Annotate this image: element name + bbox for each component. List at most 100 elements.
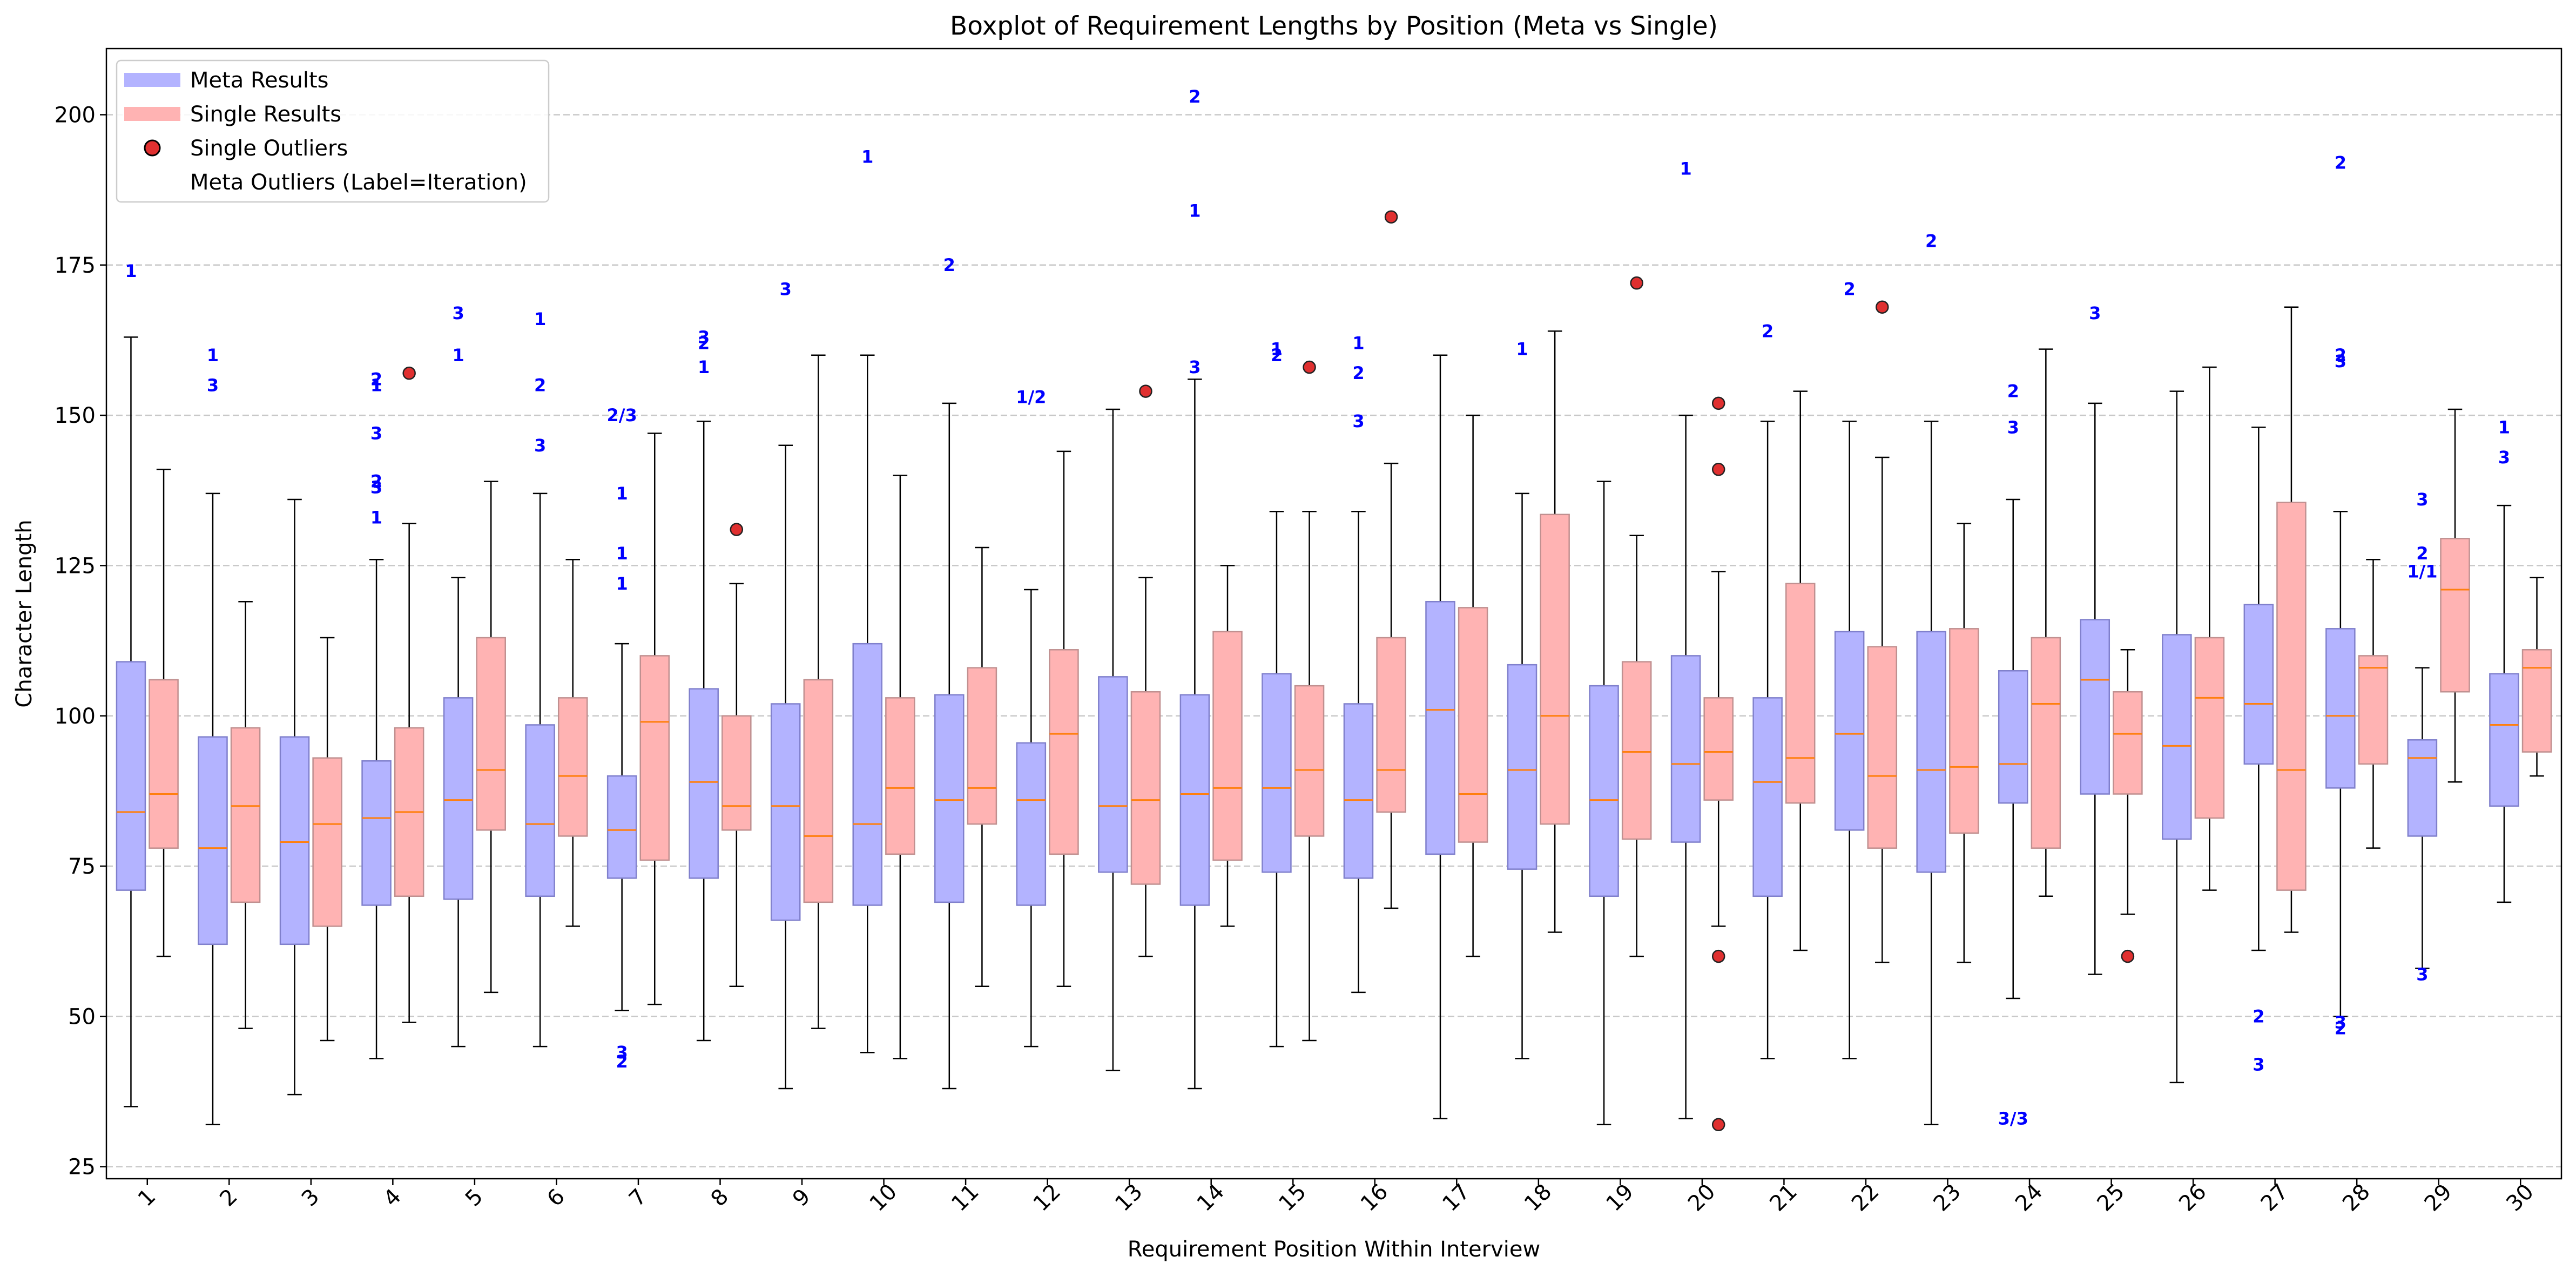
box-iqr bbox=[2243, 604, 2274, 765]
meta-outlier-label: 1 bbox=[861, 146, 873, 167]
box-iqr bbox=[1212, 631, 1243, 861]
meta-box bbox=[198, 492, 228, 1126]
box-iqr bbox=[639, 655, 670, 861]
single-outlier-point bbox=[1711, 463, 1725, 476]
single-box bbox=[1212, 565, 1243, 927]
box-iqr bbox=[1540, 513, 1570, 825]
legend-entry: Single Results bbox=[124, 102, 341, 127]
box-iqr bbox=[606, 775, 637, 879]
single-box bbox=[803, 354, 834, 1029]
meta-outlier-label: 2 bbox=[698, 333, 710, 354]
meta-outlier-label: 1 bbox=[534, 309, 546, 329]
legend-entry: Meta Results bbox=[124, 68, 328, 93]
single-box bbox=[1540, 330, 1570, 933]
meta-box bbox=[770, 444, 801, 1090]
single-box bbox=[1785, 390, 1816, 951]
box-iqr bbox=[1098, 676, 1128, 873]
meta-outlier-label: 3 bbox=[2335, 351, 2346, 371]
meta-outlier-label: 1 bbox=[698, 357, 710, 377]
x-axis-label: Requirement Position Within Interview bbox=[1128, 1237, 1540, 1262]
meta-outlier-label: 2 bbox=[370, 471, 382, 492]
box-iqr bbox=[1785, 583, 1816, 804]
box-iqr bbox=[721, 715, 752, 831]
box-iqr bbox=[1049, 649, 1079, 855]
single-box bbox=[2031, 348, 2061, 897]
meta-outlier-label: 2 bbox=[1762, 321, 1773, 341]
meta-outlier-label: 3 bbox=[2498, 447, 2510, 468]
box-iqr bbox=[1949, 628, 1979, 834]
y-tick-label: 175 bbox=[55, 253, 96, 278]
meta-box bbox=[2243, 427, 2274, 951]
meta-outlier-label: 3 bbox=[2253, 1054, 2264, 1075]
box-iqr bbox=[2407, 739, 2438, 837]
single-box bbox=[885, 475, 915, 1059]
single-outlier-point bbox=[1711, 1118, 1725, 1132]
meta-outlier-label: 2 bbox=[616, 1051, 628, 1072]
meta-outlier-label: 3/3 bbox=[1998, 1109, 2028, 1129]
box-iqr bbox=[1179, 694, 1210, 906]
meta-box bbox=[1425, 354, 1455, 1119]
meta-box bbox=[361, 559, 392, 1059]
box-iqr bbox=[2162, 634, 2192, 840]
single-outlier-point bbox=[2121, 949, 2135, 963]
box-iqr bbox=[476, 637, 506, 831]
box-iqr bbox=[1507, 664, 1537, 870]
single-box bbox=[1376, 462, 1406, 909]
meta-box bbox=[1262, 510, 1292, 1048]
meta-outlier-label: 1 bbox=[1189, 201, 1201, 221]
single-outlier-point bbox=[1139, 384, 1152, 398]
legend: Meta Results Single Results Single Outlier… bbox=[116, 59, 550, 203]
box-iqr bbox=[2440, 538, 2470, 693]
y-tick-label: 125 bbox=[55, 553, 96, 578]
meta-box bbox=[934, 402, 965, 1090]
meta-outlier-label: 3 bbox=[534, 435, 546, 456]
single-box bbox=[2194, 366, 2225, 891]
single-box bbox=[2440, 408, 2470, 783]
meta-outlier-label: 2 bbox=[1189, 86, 1201, 107]
single-box bbox=[476, 481, 506, 994]
box-iqr bbox=[852, 643, 883, 906]
meta-outlier-label: 2/3 bbox=[607, 405, 637, 425]
meta-outlier-label: 1 bbox=[1271, 339, 1283, 360]
box-iqr bbox=[1867, 646, 1898, 849]
single-box bbox=[2113, 649, 2143, 915]
legend-marker bbox=[144, 139, 161, 157]
box-iqr bbox=[443, 697, 474, 900]
meta-outlier-label: 2 bbox=[943, 255, 955, 275]
meta-outlier-label: 2 bbox=[2253, 1006, 2264, 1026]
single-box bbox=[1621, 535, 1652, 957]
meta-box bbox=[1179, 379, 1210, 1090]
meta-outlier-label: 2 bbox=[2335, 345, 2346, 366]
box-iqr bbox=[557, 697, 588, 837]
legend-box bbox=[116, 59, 550, 203]
meta-outlier-label: 3 bbox=[370, 477, 382, 498]
single-box bbox=[394, 523, 424, 1023]
meta-box bbox=[2325, 510, 2356, 1017]
box-iqr bbox=[689, 688, 719, 879]
single-box bbox=[1949, 523, 1979, 963]
meta-box bbox=[2080, 402, 2110, 975]
single-box bbox=[1130, 577, 1161, 957]
meta-box bbox=[279, 498, 310, 1096]
meta-box bbox=[606, 643, 637, 1011]
single-box bbox=[1703, 571, 1734, 927]
meta-outlier-label: 2 bbox=[2335, 1018, 2346, 1039]
meta-outlier-label: 1 bbox=[1352, 333, 1364, 354]
y-tick-label: 50 bbox=[68, 1004, 96, 1029]
single-box bbox=[639, 433, 670, 1005]
meta-outlier-label: 3 bbox=[616, 1042, 628, 1063]
box-iqr bbox=[1834, 631, 1865, 831]
box-iqr bbox=[2276, 502, 2307, 891]
box-iqr bbox=[525, 724, 555, 897]
y-tick-label: 150 bbox=[55, 403, 96, 428]
legend-label: Meta Results bbox=[190, 68, 328, 93]
box-iqr bbox=[230, 727, 261, 903]
meta-outlier-label: 1 bbox=[452, 345, 464, 366]
legend-swatch bbox=[124, 73, 180, 87]
box-iqr bbox=[2080, 619, 2110, 795]
legend-swatch bbox=[124, 107, 180, 121]
box-iqr bbox=[2325, 628, 2356, 789]
chart-title: Boxplot of Requirement Lengths by Positi… bbox=[950, 11, 1718, 41]
meta-outlier-label: 1 bbox=[2498, 417, 2510, 437]
single-outlier-point bbox=[1630, 276, 1643, 290]
